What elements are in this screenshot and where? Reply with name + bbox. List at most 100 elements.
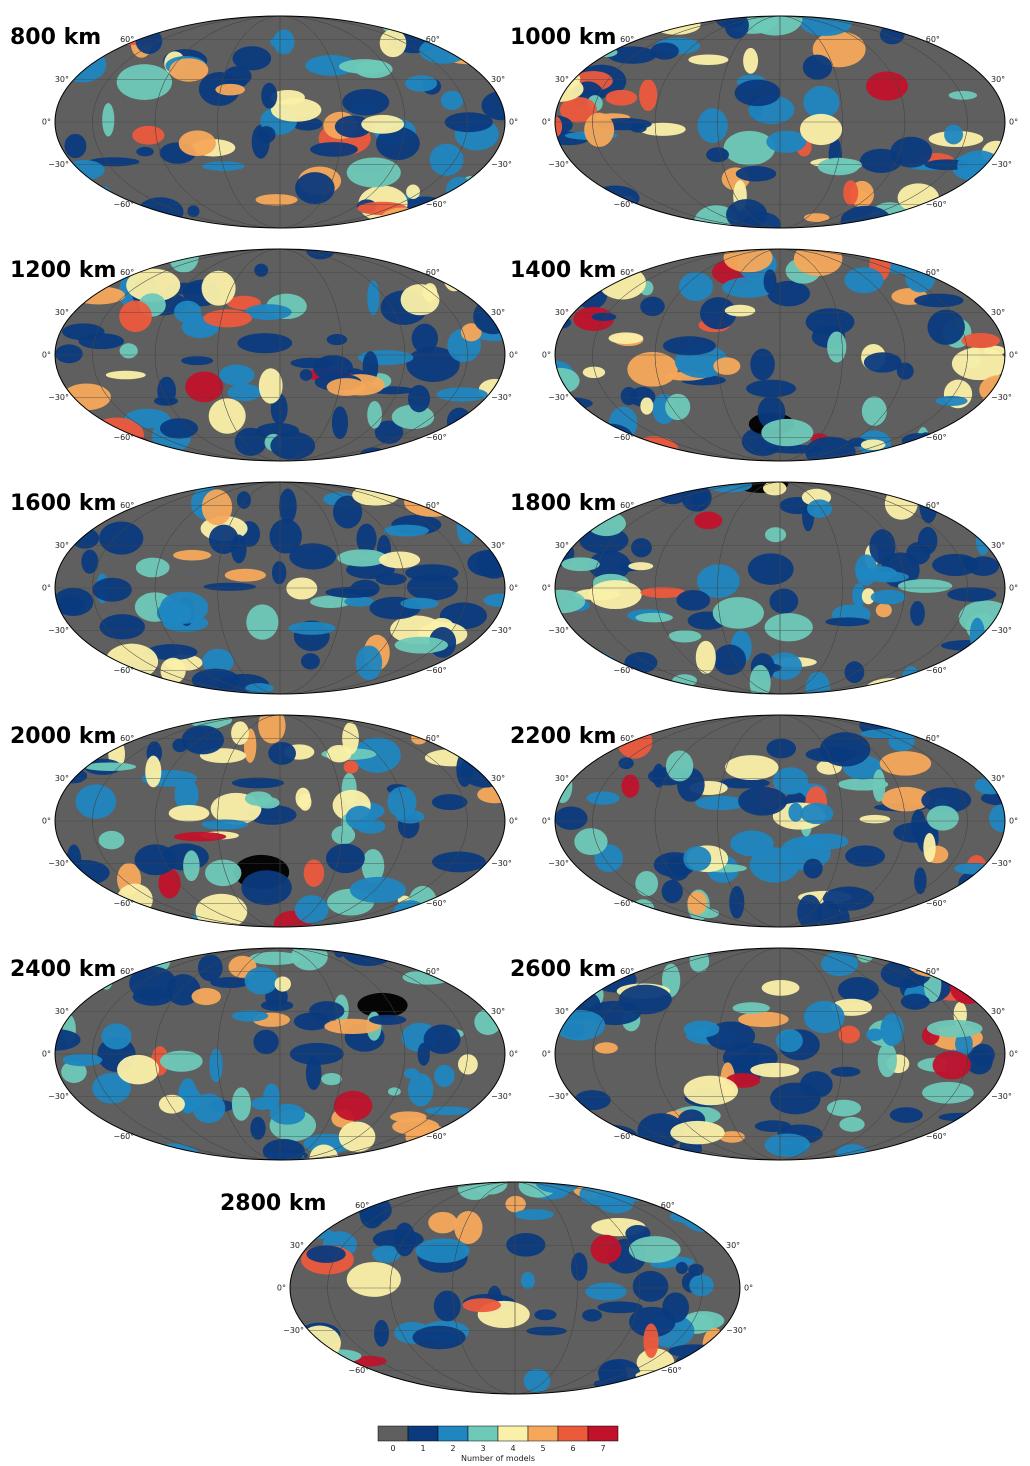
anomaly-blob <box>428 1212 457 1234</box>
anomaly-blob <box>954 863 992 874</box>
lat-label: 0° <box>542 817 551 826</box>
panel-label: 1600 km <box>10 491 116 516</box>
anomaly-blob <box>32 1029 81 1051</box>
colorbar-label: 4 <box>510 1444 515 1453</box>
anomaly-blob <box>974 416 988 428</box>
lat-label: 30° <box>55 541 69 550</box>
anomaly-blob <box>609 14 664 35</box>
anomaly-blob <box>582 1309 602 1321</box>
anomaly-blob <box>867 1153 884 1164</box>
anomaly-blob <box>448 1145 480 1174</box>
anomaly-blob <box>803 859 822 879</box>
anomaly-blob <box>970 618 985 653</box>
lat-label: 60° <box>661 1201 675 1210</box>
anomaly-blob <box>443 261 465 291</box>
anomaly-blob <box>387 787 416 818</box>
anomaly-blob <box>99 831 125 849</box>
lat-label: 30° <box>991 774 1005 783</box>
anomaly-blob <box>763 481 786 495</box>
anomaly-blob <box>469 711 508 729</box>
anomaly-blob <box>922 1082 974 1104</box>
anomaly-blob <box>621 775 639 798</box>
anomaly-blob <box>941 657 987 674</box>
anomaly-blob <box>347 157 401 187</box>
anomaly-blob <box>955 676 999 703</box>
anomaly-blob <box>117 1055 159 1084</box>
anomaly-blob <box>867 678 922 697</box>
lat-label: −60° <box>113 899 134 908</box>
anomaly-blob <box>99 614 145 639</box>
anomaly-blob <box>619 757 634 769</box>
lat-label: 60° <box>426 35 440 44</box>
anomaly-blob <box>300 369 312 381</box>
panel-label: 2000 km <box>10 724 116 749</box>
anomaly-blob <box>676 1262 688 1274</box>
anomaly-blob <box>735 80 781 107</box>
anomaly-blob <box>232 1087 251 1121</box>
anomaly-blob <box>375 573 406 585</box>
anomaly-blob <box>446 177 473 204</box>
anomaly-blob <box>232 1010 268 1021</box>
anomaly-blob <box>980 636 1025 648</box>
lat-label: 0° <box>42 817 51 826</box>
map-panel: 1000 km60°60°30°30°0°0°−30°−30°−60°−60° <box>510 2 1018 239</box>
anomaly-blob <box>46 660 69 692</box>
anomaly-blob <box>746 380 796 398</box>
panel-label: 2400 km <box>10 957 116 982</box>
anomaly-blob <box>472 218 500 228</box>
anomaly-blob <box>479 902 517 923</box>
anomaly-blob <box>157 377 176 406</box>
anomaly-blob <box>767 445 822 454</box>
anomaly-blob <box>413 1326 466 1349</box>
anomaly-blob <box>379 552 420 569</box>
anomaly-blob <box>539 913 594 938</box>
anomaly-blob <box>48 644 94 678</box>
colorbar: 01234567Number of models <box>378 1426 618 1463</box>
anomaly-blob <box>621 387 638 405</box>
lat-label: 0° <box>42 118 51 127</box>
anomaly-blob <box>524 1369 551 1393</box>
anomaly-blob <box>432 852 486 873</box>
figure: 800 km60°60°30°30°0°0°−30°−30°−60°−60°10… <box>0 0 1030 1466</box>
lat-label: −60° <box>113 200 134 209</box>
anomaly-blob <box>714 645 747 676</box>
anomaly-blob <box>743 212 781 238</box>
anomaly-blob <box>467 488 513 510</box>
anomaly-blob <box>169 805 210 822</box>
anomaly-blob <box>697 108 727 143</box>
anomaly-blob <box>415 1238 469 1263</box>
anomaly-blob <box>342 936 395 966</box>
anomaly-blob <box>890 1107 923 1123</box>
anomaly-blob <box>898 579 952 593</box>
lat-label: −30° <box>48 393 69 402</box>
anomaly-blob <box>147 1143 201 1176</box>
anomaly-blob <box>450 437 471 468</box>
anomaly-blob <box>748 553 794 585</box>
anomaly-blob <box>270 37 285 47</box>
anomaly-blob <box>291 942 328 970</box>
anomaly-blob <box>597 1141 642 1167</box>
anomaly-blob <box>933 6 947 33</box>
anomaly-blob <box>862 397 887 426</box>
anomaly-blob <box>219 365 255 386</box>
anomaly-blob <box>227 384 261 401</box>
anomaly-blob <box>950 437 983 473</box>
anomaly-blob <box>449 1146 483 1167</box>
anomaly-blob <box>479 512 509 526</box>
anomaly-blob <box>983 912 1004 930</box>
anomaly-blob <box>585 1283 626 1301</box>
anomaly-blob <box>181 356 213 365</box>
lat-label: 60° <box>120 35 134 44</box>
lat-label: 60° <box>620 967 634 976</box>
lat-label: −30° <box>548 393 569 402</box>
lat-label: −60° <box>426 666 447 675</box>
anomaly-blob <box>430 144 464 176</box>
anomaly-blob <box>231 535 247 564</box>
lat-label: 60° <box>426 268 440 277</box>
anomaly-blob <box>495 449 515 470</box>
anomaly-blob <box>332 826 356 845</box>
anomaly-blob <box>423 17 469 34</box>
lat-label: 60° <box>120 734 134 743</box>
lat-label: 30° <box>491 75 505 84</box>
